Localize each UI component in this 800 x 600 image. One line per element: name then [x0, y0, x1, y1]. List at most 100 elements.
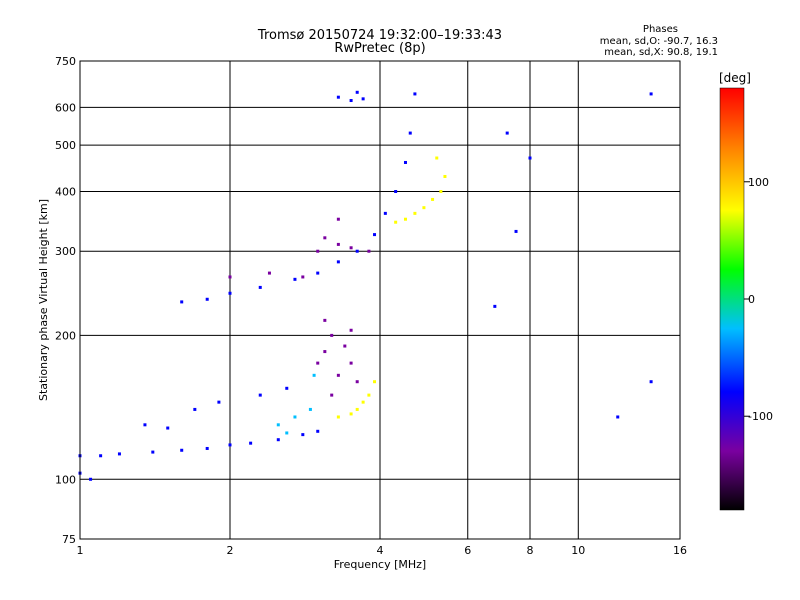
- data-point: [293, 415, 297, 419]
- data-point: [180, 448, 184, 452]
- data-point: [336, 242, 340, 246]
- data-point: [373, 380, 377, 384]
- data-point: [649, 380, 653, 384]
- colorbar-tick-label: 100: [748, 176, 769, 189]
- stats-heading: Phases: [642, 24, 678, 35]
- colorbar-tick-label: -100: [748, 410, 773, 423]
- y-tick-label: 600: [55, 101, 76, 114]
- y-tick-label: 200: [55, 329, 76, 342]
- data-point: [267, 271, 271, 275]
- data-point: [316, 271, 320, 275]
- data-point: [316, 361, 320, 365]
- y-tick-labels: 75 100 200 300 400 500 600 750: [55, 55, 76, 546]
- x-tick-labels: 1 2 4 6 8 10 16: [77, 544, 688, 557]
- y-tick-label: 500: [55, 139, 76, 152]
- data-point: [403, 217, 407, 221]
- data-point: [394, 220, 398, 224]
- data-point: [355, 249, 359, 253]
- data-point: [205, 297, 209, 301]
- colorbar-tick-labels: 100 0 -100: [744, 176, 773, 423]
- data-point: [349, 246, 353, 250]
- data-point: [373, 233, 377, 237]
- data-point: [323, 350, 327, 354]
- y-tick-label: 400: [55, 185, 76, 198]
- data-point: [258, 285, 262, 289]
- data-point: [258, 393, 262, 397]
- colorbar-tick-label: 0: [748, 293, 755, 306]
- data-point: [285, 386, 289, 390]
- data-point: [367, 393, 371, 397]
- y-axis-label: Stationary phase Virtual Height [km]: [37, 199, 50, 401]
- data-point: [413, 211, 417, 215]
- data-point: [336, 260, 340, 264]
- data-point: [205, 446, 209, 450]
- data-point: [217, 400, 221, 404]
- data-point: [276, 423, 280, 427]
- data-point: [649, 92, 653, 96]
- data-point: [228, 275, 232, 279]
- y-tick-label: 300: [55, 245, 76, 258]
- colorbar-label: [deg]: [719, 71, 751, 85]
- data-point: [166, 426, 170, 430]
- data-point: [312, 373, 316, 377]
- data-point: [336, 95, 340, 99]
- data-point: [89, 477, 93, 481]
- data-point: [383, 211, 387, 215]
- x-tick-label: 8: [527, 544, 534, 557]
- data-point: [336, 217, 340, 221]
- x-tick-label: 6: [464, 544, 471, 557]
- data-point: [443, 174, 447, 178]
- data-point: [293, 277, 297, 281]
- data-point: [180, 300, 184, 304]
- data-point: [143, 423, 147, 427]
- chart-title: Tromsø 20150724 19:32:00–19:33:43: [257, 28, 503, 43]
- data-point: [408, 131, 412, 135]
- data-point: [361, 400, 365, 404]
- colorbar: [719, 87, 745, 511]
- x-tick-label: 4: [377, 544, 384, 557]
- data-point: [355, 90, 359, 94]
- data-point: [336, 415, 340, 419]
- y-tick-label: 75: [62, 533, 76, 546]
- data-point: [439, 189, 443, 193]
- data-point: [99, 454, 103, 458]
- data-point: [301, 433, 305, 437]
- data-point: [285, 431, 289, 435]
- data-point: [394, 189, 398, 193]
- data-point: [355, 380, 359, 384]
- data-point: [435, 156, 439, 160]
- data-point: [336, 373, 340, 377]
- data-point: [505, 131, 509, 135]
- data-point: [301, 275, 305, 279]
- data-point: [276, 438, 280, 442]
- data-point: [249, 441, 253, 445]
- stats-line-x: mean, sd,X: 90.8, 19.1: [604, 47, 718, 58]
- chart-subtitle: RwPretec (8p): [334, 41, 426, 56]
- data-point: [316, 429, 320, 433]
- data-point: [349, 412, 353, 416]
- y-tick-label: 750: [55, 55, 76, 68]
- data-point: [349, 361, 353, 365]
- x-tick-label: 10: [571, 544, 585, 557]
- x-tick-label: 1: [77, 544, 84, 557]
- x-tick-label: 16: [673, 544, 687, 557]
- data-point: [413, 92, 417, 96]
- grid-lines: [79, 60, 681, 540]
- data-point: [616, 415, 620, 419]
- data-point: [117, 452, 121, 456]
- stats-line-o: mean, sd,O: -90.7, 16.3: [599, 36, 718, 47]
- data-point: [193, 407, 197, 411]
- data-point: [330, 333, 334, 337]
- data-point: [367, 249, 371, 253]
- data-point: [308, 407, 312, 411]
- data-points: [78, 90, 653, 481]
- data-point: [349, 328, 353, 332]
- data-point: [514, 229, 518, 233]
- data-point: [361, 97, 365, 101]
- data-point: [431, 197, 435, 201]
- data-point: [323, 318, 327, 322]
- y-tick-label: 100: [55, 473, 76, 486]
- data-point: [330, 393, 334, 397]
- data-point: [343, 344, 347, 348]
